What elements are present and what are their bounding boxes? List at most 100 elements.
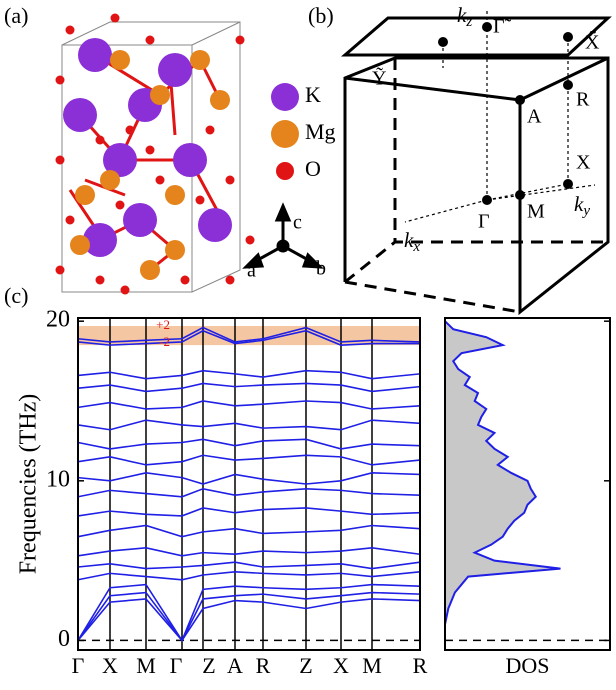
o-atom xyxy=(56,76,65,85)
mg-atom xyxy=(110,50,130,70)
legend-label: Mg xyxy=(305,119,336,144)
dos-area xyxy=(445,321,561,640)
figure: (a) (b) (c) a b c xyxy=(0,0,616,690)
o-atom xyxy=(226,276,235,285)
band xyxy=(78,599,420,641)
o-atom xyxy=(206,126,215,135)
legend-marker xyxy=(276,162,294,180)
o-atom xyxy=(246,236,255,245)
o-atom xyxy=(156,176,165,185)
o-atom xyxy=(116,201,125,210)
axis-label: c xyxy=(293,212,302,234)
o-atom xyxy=(226,176,235,185)
o-atom xyxy=(56,156,65,165)
bz-points xyxy=(438,22,573,205)
bz-label: A xyxy=(527,106,542,128)
o-atom xyxy=(96,136,105,145)
bz-label: Ỹ xyxy=(372,66,386,90)
band xyxy=(78,508,420,516)
annotation: -2 xyxy=(159,334,170,349)
x-tick-label: M xyxy=(362,653,382,678)
x-tick-label: A xyxy=(227,653,243,678)
y-axis-label: Frequencies (THz) xyxy=(16,394,42,575)
k-atom xyxy=(123,203,157,237)
y-tick-label: 20 xyxy=(46,307,70,333)
bz-label: Γ xyxy=(478,211,490,233)
mg-atom xyxy=(150,85,170,105)
legend-marker xyxy=(271,83,299,111)
bz-label: R xyxy=(576,89,590,111)
o-atom xyxy=(236,36,245,45)
x-tick-label: R xyxy=(256,653,271,678)
axis-label: b xyxy=(316,258,326,280)
o-atom xyxy=(66,26,75,35)
x-tick-label: Z xyxy=(202,653,215,678)
bz-axis-sub: z xyxy=(465,14,472,30)
x-tick-label: Γ xyxy=(170,653,183,678)
lattice-axes xyxy=(246,206,320,267)
k-atom xyxy=(78,38,112,72)
band xyxy=(78,455,420,465)
k-atom xyxy=(198,208,232,242)
k-atom xyxy=(158,53,192,87)
o-atom xyxy=(66,216,75,225)
band xyxy=(78,562,420,568)
band xyxy=(78,548,420,556)
axis-label: a xyxy=(247,260,256,282)
o-atom xyxy=(146,36,155,45)
bz-label: X̃ xyxy=(585,30,600,54)
bz-axis-sub: x xyxy=(412,239,420,255)
band xyxy=(78,473,420,484)
o-atom xyxy=(146,146,155,155)
bz-label: M xyxy=(527,201,545,223)
band xyxy=(78,371,420,379)
o-atom xyxy=(196,196,205,205)
x-tick-label: M xyxy=(136,653,156,678)
mg-atom xyxy=(140,260,160,280)
o-atom xyxy=(126,126,135,135)
band xyxy=(78,420,420,430)
mg-atom xyxy=(165,185,185,205)
mg-atom xyxy=(210,90,230,110)
band xyxy=(78,383,420,391)
legend-marker xyxy=(271,120,299,148)
band xyxy=(78,439,420,449)
x-tick-label: R xyxy=(413,653,428,678)
bz-axis: ky xyxy=(574,192,590,220)
o-atom xyxy=(121,286,130,295)
mg-atom xyxy=(100,170,120,190)
x-tick-label: X xyxy=(102,653,118,678)
band xyxy=(78,401,420,409)
k-atom xyxy=(173,143,207,177)
brillouin-zone xyxy=(345,10,608,312)
legend-label: K xyxy=(305,82,321,107)
x-tick-label: Γ xyxy=(72,653,85,678)
bz-axis: kx xyxy=(404,228,420,256)
mg-atom xyxy=(70,235,90,255)
x-tick-label: Z xyxy=(299,653,312,678)
x-tick-label: X xyxy=(333,653,349,678)
crystal-structure xyxy=(56,14,255,295)
o-atom xyxy=(111,14,120,23)
k-atom xyxy=(63,98,97,132)
y-tick-label: 10 xyxy=(46,466,70,492)
bz-axis-sub: y xyxy=(581,203,590,219)
band xyxy=(78,489,420,497)
mg-atom xyxy=(165,240,185,260)
band xyxy=(78,572,420,580)
band xyxy=(78,526,420,537)
panel-label: (c) xyxy=(4,283,28,308)
panel-label: (a) xyxy=(4,3,28,28)
annotation: +2 xyxy=(156,317,170,332)
x-axis-label: DOS xyxy=(505,653,549,678)
panel-label: (b) xyxy=(308,3,334,28)
o-atom xyxy=(96,276,105,285)
legend-label: O xyxy=(305,156,321,181)
o-atom xyxy=(56,266,65,275)
bz-axis: kz xyxy=(457,3,472,31)
mg-atom xyxy=(75,185,95,205)
mg-atom xyxy=(190,50,210,70)
o-atom xyxy=(181,276,190,285)
bz-label: X xyxy=(576,152,591,174)
y-tick-label: 0 xyxy=(58,626,70,652)
